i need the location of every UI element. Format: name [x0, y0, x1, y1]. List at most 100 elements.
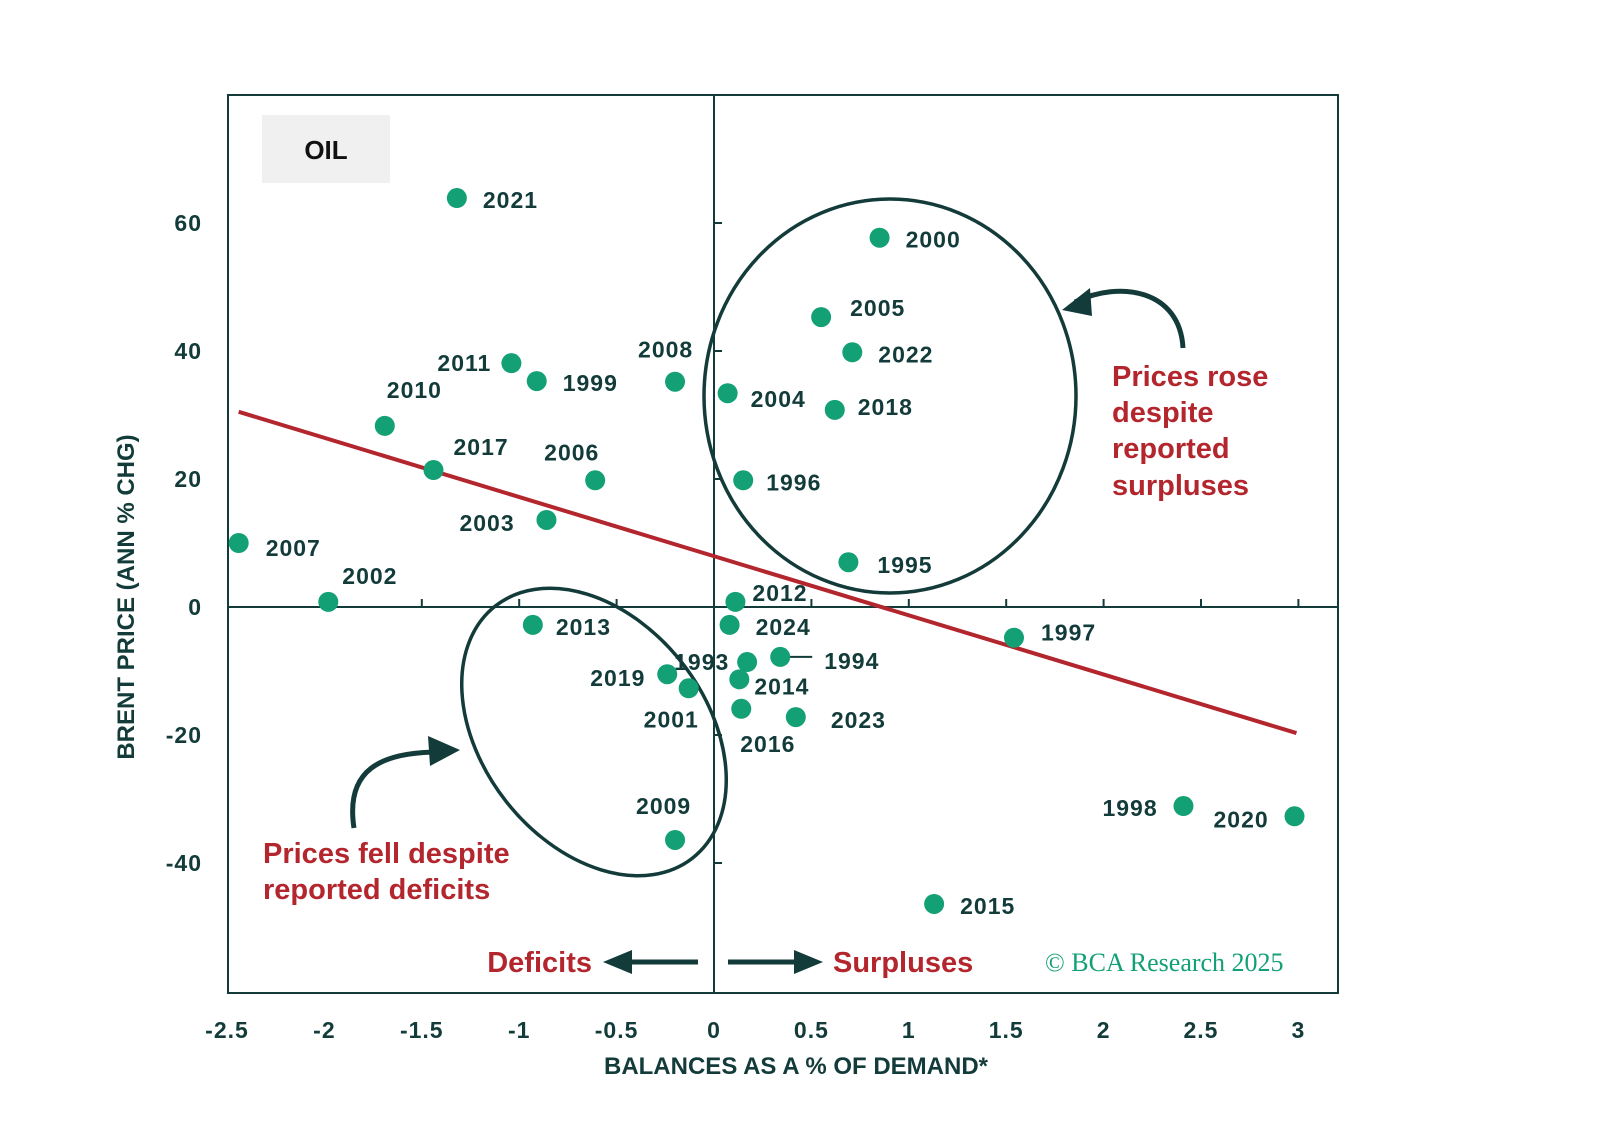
point-2012	[725, 591, 746, 612]
point-label-1995: 1995	[877, 552, 932, 578]
point-label-2004: 2004	[751, 386, 806, 412]
point-2020	[1284, 806, 1305, 827]
x-tick-label: -0.5	[595, 1017, 639, 1043]
point-label-2013: 2013	[556, 614, 611, 640]
x-tick-label: -1	[508, 1017, 530, 1043]
point-2021	[446, 188, 467, 209]
point-label-2012: 2012	[752, 580, 807, 606]
deficits-label: Deficits	[487, 947, 592, 979]
point-1993	[737, 652, 758, 673]
point-label-2021: 2021	[483, 187, 538, 213]
x-tick-label: -1.5	[400, 1017, 444, 1043]
x-tick-label: -2.5	[205, 1017, 249, 1043]
point-label-1996: 1996	[766, 469, 821, 495]
point-label-2010: 2010	[387, 377, 442, 403]
point-2011	[501, 353, 522, 374]
deficit-ellipse	[459, 586, 729, 878]
arrow-left-icon	[603, 950, 632, 974]
x-axis-label: BALANCES AS A % OF DEMAND*	[604, 1053, 989, 1080]
y-tick-label: 20	[174, 466, 202, 492]
annotation-fell: Prices fell despite reported deficits	[263, 838, 518, 906]
x-tick-label: 0	[707, 1017, 721, 1043]
y-tick-label: 60	[174, 210, 202, 236]
trend-line	[238, 409, 1298, 735]
point-1996	[733, 470, 754, 491]
curved-arrow-surpluses	[1073, 288, 1186, 349]
point-label-2006: 2006	[544, 439, 599, 465]
point-2006	[585, 470, 606, 491]
point-2017	[423, 460, 444, 481]
point-1997	[1003, 627, 1024, 648]
point-1998	[1173, 796, 1194, 817]
point-1999	[526, 371, 547, 392]
point-2007	[228, 533, 249, 553]
point-2024	[719, 614, 740, 635]
point-label-2003: 2003	[459, 510, 514, 536]
x-tick-label: 1	[902, 1017, 916, 1043]
point-label-1994: 1994	[824, 648, 879, 674]
annotation-rose: Prices rose despite reported surpluses	[1112, 361, 1276, 502]
y-tick-label: -20	[166, 722, 202, 748]
point-1995	[838, 552, 859, 573]
point-2004	[717, 383, 738, 404]
point-1994	[770, 646, 791, 667]
point-2010	[374, 415, 395, 436]
point-label-2024: 2024	[756, 614, 811, 640]
point-2014	[729, 669, 750, 690]
point-label-2011: 2011	[437, 350, 491, 376]
point-label-2019: 2019	[590, 665, 645, 691]
point-2013	[522, 614, 543, 635]
point-label-2005: 2005	[850, 295, 905, 321]
point-label-1999: 1999	[563, 370, 618, 396]
y-axis-label: BRENT PRICE (ANN % CHG)	[113, 434, 140, 759]
point-2009	[665, 829, 686, 850]
x-tick-label: 3	[1292, 1017, 1306, 1043]
arrow-right-icon	[794, 950, 823, 974]
x-tick-label: 2	[1097, 1017, 1111, 1043]
point-2000	[869, 227, 890, 248]
point-2018	[824, 399, 845, 420]
point-label-2002: 2002	[342, 563, 397, 589]
point-2008	[665, 371, 686, 392]
surplus-ellipse	[702, 197, 1078, 595]
point-2015	[924, 893, 945, 914]
point-label-1997: 1997	[1041, 620, 1096, 646]
plot-frame	[227, 94, 1339, 994]
arrowhead-icon	[1062, 288, 1092, 316]
point-2003	[536, 509, 557, 530]
point-label-2023: 2023	[831, 707, 886, 733]
title-box	[262, 115, 390, 183]
point-2002	[318, 591, 339, 612]
x-tick-label: -2	[313, 1017, 335, 1043]
point-label-2020: 2020	[1214, 806, 1269, 832]
y-tick-label: 0	[188, 594, 202, 620]
x-tick-label: 0.5	[794, 1017, 829, 1043]
point-label-2022: 2022	[878, 341, 933, 367]
curved-arrow-deficits	[350, 749, 441, 829]
point-2016	[731, 698, 752, 719]
y-tick-label: 40	[174, 338, 202, 364]
x-tick-label: 1.5	[989, 1017, 1024, 1043]
point-label-2001: 2001	[644, 706, 699, 732]
point-2023	[785, 707, 806, 728]
point-label-2018: 2018	[858, 394, 913, 420]
point-label-2014: 2014	[754, 673, 809, 699]
x-tick-label: 2.5	[1184, 1017, 1219, 1043]
point-label-1993: 1993	[674, 649, 729, 675]
point-label-2000: 2000	[906, 227, 961, 253]
point-2001	[678, 678, 699, 699]
point-2019	[657, 664, 678, 685]
point-label-1998: 1998	[1102, 795, 1157, 821]
point-label-2017: 2017	[453, 434, 508, 460]
point-label-2008: 2008	[638, 337, 693, 363]
point-label-2015: 2015	[960, 893, 1015, 919]
chart-title: OIL	[304, 135, 347, 165]
point-label-2009: 2009	[636, 793, 691, 819]
point-label-2016: 2016	[740, 731, 795, 757]
surpluses-label: Surpluses	[833, 947, 973, 979]
watermark: © BCA Research 2025	[1045, 948, 1284, 977]
y-tick-label: -40	[166, 850, 202, 876]
point-label-2007: 2007	[266, 535, 321, 561]
point-2022	[842, 342, 863, 363]
